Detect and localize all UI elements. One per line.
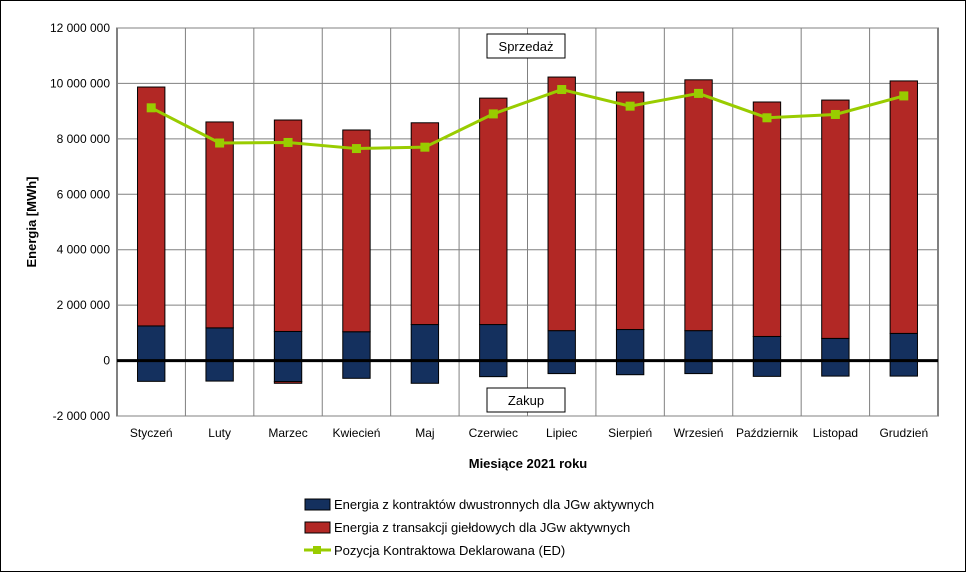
point-ed xyxy=(899,91,909,101)
bar-contracts-purchase xyxy=(615,360,645,376)
bar-exchange-sale xyxy=(479,97,508,326)
point-ed xyxy=(215,138,225,148)
y-tick-label: 0 xyxy=(103,354,110,368)
bar-contracts-sale xyxy=(889,332,918,362)
y-tick-label: 4 000 000 xyxy=(57,243,111,257)
point-ed xyxy=(283,137,293,147)
line-ed xyxy=(150,87,905,151)
y-tick-label: 10 000 000 xyxy=(50,76,110,90)
point-ed xyxy=(557,85,567,95)
x-tick-label: Luty xyxy=(208,426,231,440)
bar-contracts-purchase xyxy=(547,360,576,375)
y-tick-label: -2 000 000 xyxy=(53,409,111,423)
bar-contracts-sale xyxy=(479,324,508,362)
y-tick-label: 8 000 000 xyxy=(57,132,111,146)
legend-swatch-exchange xyxy=(304,521,331,534)
y-axis-title: Energia [MWh] xyxy=(24,177,39,268)
point-ed xyxy=(146,103,156,113)
bar-exchange-sale xyxy=(273,119,303,332)
bar-exchange-sale xyxy=(137,86,166,327)
annotation-purchase: Zakup xyxy=(486,387,566,413)
annotation-purchase-text: Zakup xyxy=(508,393,544,408)
point-ed xyxy=(762,113,772,123)
point-ed xyxy=(830,109,840,119)
bar-contracts-purchase xyxy=(889,360,918,377)
point-ed xyxy=(694,88,704,98)
bar-exchange-sale xyxy=(684,79,713,332)
x-tick-labels: Styczeń Luty Marzec Kwiecień Maj Czerwiec Lipi… xyxy=(130,426,928,440)
x-tick-label: Wrzesień xyxy=(674,426,724,440)
y-tick-label: 12 000 000 xyxy=(50,21,110,35)
bar-contracts-purchase xyxy=(479,360,508,378)
bar-exchange-sale xyxy=(752,101,782,337)
x-tick-label: Październik xyxy=(736,426,799,440)
legend-swatch-contracts xyxy=(304,498,331,511)
point-ed xyxy=(420,142,430,152)
bar-contracts-purchase xyxy=(821,360,850,377)
bar-contracts-sale xyxy=(615,329,645,362)
annotation-sale: Sprzedaż xyxy=(486,33,566,59)
bar-contracts-sale xyxy=(137,325,166,362)
line-layer xyxy=(146,85,909,154)
bar-contracts-sale xyxy=(342,331,371,362)
bar-exchange-sale xyxy=(615,91,645,331)
point-ed xyxy=(625,101,635,111)
bar-exchange-sale xyxy=(342,129,371,333)
x-axis-title: Miesiące 2021 roku xyxy=(469,456,588,471)
x-tick-label: Grudzień xyxy=(879,426,928,440)
bar-contracts-purchase xyxy=(410,360,440,384)
bar-contracts-purchase xyxy=(273,360,303,383)
point-ed xyxy=(488,109,498,119)
bar-contracts-sale xyxy=(410,324,440,362)
x-tick-label: Sierpień xyxy=(608,426,652,440)
bar-contracts-purchase xyxy=(342,360,371,379)
bar-contracts-purchase xyxy=(137,360,166,382)
legend: Energia z kontraktów dwustronnych dla JG… xyxy=(304,497,654,558)
bar-exchange-sale xyxy=(547,76,576,332)
x-tick-label: Marzec xyxy=(268,426,307,440)
x-tick-label: Lipiec xyxy=(546,426,577,440)
x-tick-label: Listopad xyxy=(813,426,858,440)
annotation-sale-text: Sprzedaż xyxy=(499,39,554,54)
x-tick-label: Czerwiec xyxy=(469,426,518,440)
bar-contracts-purchase xyxy=(752,360,782,377)
point-ed xyxy=(351,144,361,154)
bar-contracts-sale xyxy=(752,335,782,362)
bar-contracts-purchase xyxy=(684,360,713,375)
x-tick-label: Maj xyxy=(415,426,434,440)
bar-layer xyxy=(137,76,918,384)
bar-contracts-sale xyxy=(821,337,850,362)
grid-layer xyxy=(117,27,938,417)
x-tick-label: Kwiecień xyxy=(332,426,380,440)
bar-contracts-sale xyxy=(547,330,576,362)
y-tick-labels: -2 000 000 0 2 000 000 4 000 000 6 000 000 8 … xyxy=(50,21,110,423)
bar-exchange-purchase xyxy=(273,381,303,384)
bar-contracts-sale xyxy=(205,327,234,362)
bar-exchange-sale xyxy=(410,122,440,326)
legend-label-contracts: Energia z kontraktów dwustronnych dla JG… xyxy=(334,497,654,512)
legend-label-exchange: Energia z transakcji giełdowych dla JGw … xyxy=(334,520,630,535)
y-tick-label: 6 000 000 xyxy=(57,187,111,201)
bar-contracts-purchase xyxy=(205,360,234,382)
bar-exchange-sale xyxy=(205,121,234,329)
legend-marker-ed xyxy=(313,546,321,554)
bar-exchange-sale xyxy=(821,99,850,339)
legend-label-ed: Pozycja Kontraktowa Deklarowana (ED) xyxy=(334,543,565,558)
bar-contracts-sale xyxy=(273,330,303,362)
bar-contracts-sale xyxy=(684,330,713,362)
y-tick-label: 2 000 000 xyxy=(57,298,111,312)
x-tick-label: Styczeń xyxy=(130,426,173,440)
bar-exchange-sale xyxy=(889,80,918,334)
